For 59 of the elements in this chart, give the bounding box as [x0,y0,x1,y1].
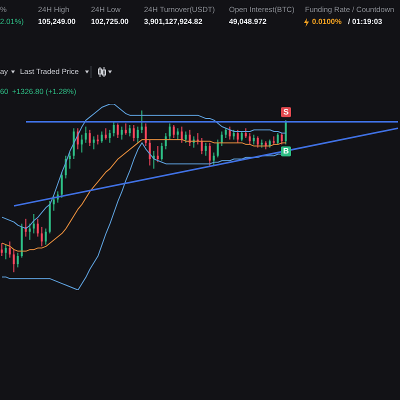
candlestick [160,142,163,162]
candlestick [184,130,187,144]
candlestick [176,128,179,140]
candlestick [108,129,111,144]
candlestick [104,128,107,140]
candlestick [84,126,87,144]
candlestick [88,129,91,147]
candlestick [248,132,251,145]
candlestick [92,136,95,150]
candlestick [180,126,183,144]
candlestick [8,240,11,258]
candlestick [68,152,71,170]
candlestick [0,242,3,257]
annotation: B [283,146,290,156]
candlestick [276,132,279,145]
candlestick [220,130,223,147]
candlestick [36,218,39,238]
candlestick [120,126,123,140]
candlestick [116,122,119,138]
candlestick [200,137,203,155]
candlestick [244,128,247,138]
candlestick [228,126,231,140]
candlestick [280,132,283,145]
candlestick [236,129,239,144]
candlestick [224,128,227,138]
candlestick [188,129,191,147]
candlestick [216,139,219,158]
candlestick [156,146,159,163]
candlestick [208,142,211,166]
candlestick [204,142,207,156]
candlestick [172,124,175,138]
candlestick [136,126,139,144]
candlestick [16,252,19,268]
candlestick [240,130,243,142]
candlestick [80,134,83,154]
candlestick [124,122,127,136]
candlestick [96,134,99,145]
candlestick [132,124,135,142]
candlestick [284,120,287,145]
candlestick [28,223,31,240]
candlestick [144,122,147,147]
candlestick [52,196,55,212]
candlestick [32,213,35,234]
candlestick [40,226,43,247]
candlestick [128,124,131,137]
candlestick [4,244,7,260]
candlestick [252,134,255,145]
candlestick [12,249,15,273]
candlestick [148,139,151,166]
candlestick [232,129,235,140]
candlestick [256,136,259,148]
annotation: S [283,107,290,116]
candlestick [168,122,171,140]
candlestick [112,121,115,137]
candlestick [212,152,215,166]
candlestick [140,110,143,134]
candlestick [44,228,47,246]
candlestick [60,171,63,198]
candlestick [100,130,103,144]
